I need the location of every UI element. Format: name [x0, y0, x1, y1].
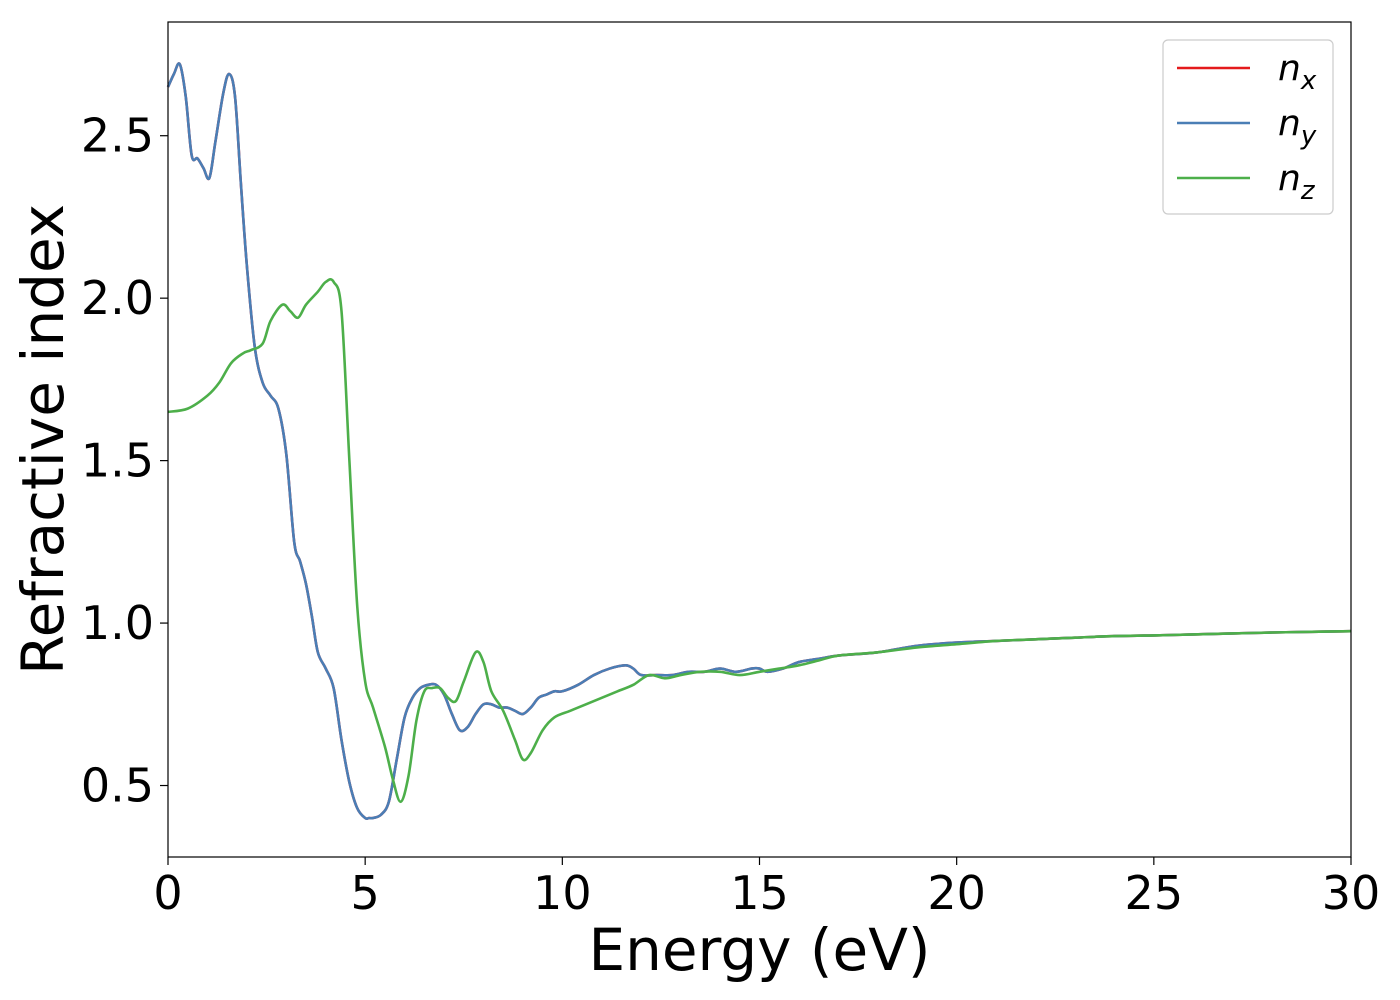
x-tick-label: 30	[1322, 866, 1381, 920]
x-tick-label: 5	[351, 866, 380, 920]
legend-label-ny: ny	[1278, 103, 1317, 151]
x-tick-label: 25	[1125, 866, 1184, 920]
y-axis-label: Refractive index	[9, 204, 77, 675]
y-tick-label: 1.0	[81, 596, 154, 650]
x-tick-label: 15	[730, 866, 789, 920]
legend: nx ny nz	[1162, 39, 1334, 215]
legend-label-nz: nz	[1278, 158, 1316, 206]
x-tick-label: 10	[533, 866, 592, 920]
series-line-ny	[166, 62, 1352, 821]
legend-box	[1162, 39, 1334, 215]
x-axis-ticks: 0 5 10 15 20 25 30	[153, 857, 1380, 920]
y-tick-label: 1.5	[81, 434, 154, 488]
legend-label-nx: nx	[1278, 48, 1317, 96]
x-tick-label: 20	[927, 866, 986, 920]
y-tick-label: 2.5	[81, 109, 154, 163]
y-axis-ticks: 0.5 1.0 1.5 2.0 2.5	[81, 109, 168, 813]
y-tick-label: 0.5	[81, 759, 154, 813]
legend-entries: nx ny nz	[1177, 48, 1317, 206]
y-tick-label: 2.0	[81, 271, 154, 325]
series-layer	[166, 62, 1352, 821]
series-line-nz	[167, 278, 1352, 804]
x-tick-label: 0	[153, 866, 182, 920]
x-axis-label: Energy (eV)	[588, 916, 930, 984]
